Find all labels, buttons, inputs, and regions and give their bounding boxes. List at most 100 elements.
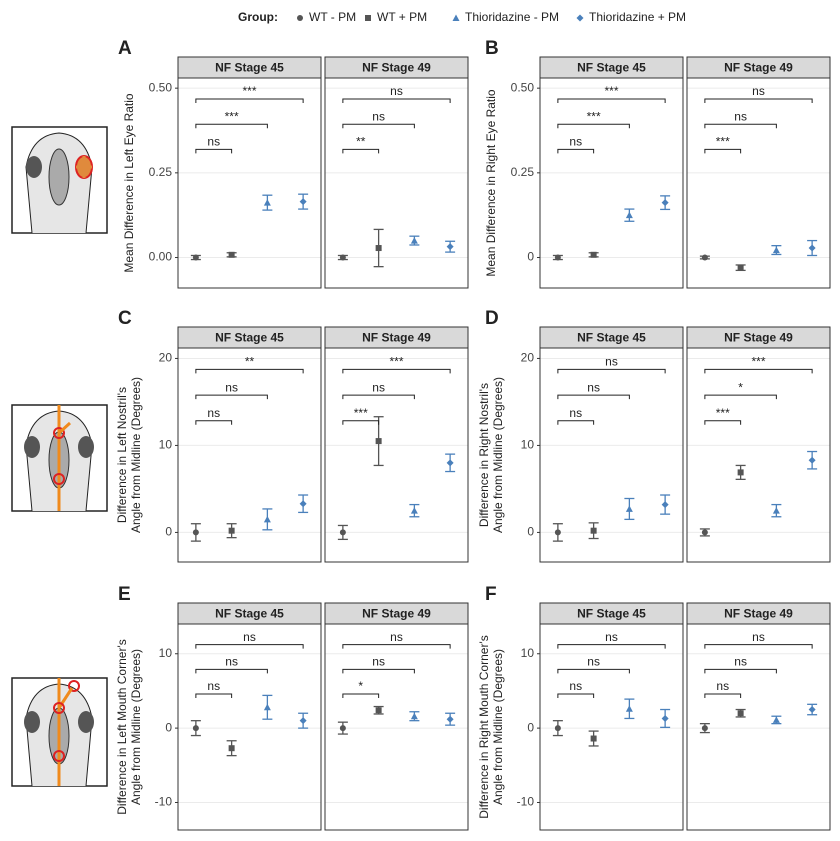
facet-title: NF Stage 49	[362, 331, 431, 345]
facet-frame	[686, 623, 831, 831]
significance-label: ns	[734, 109, 747, 123]
significance-label: ***	[751, 355, 765, 369]
mean-point	[590, 527, 597, 534]
significance-bracket	[195, 644, 304, 649]
icon-eye	[11, 126, 108, 234]
significance-label: ns	[372, 654, 385, 668]
panel-letter: F	[485, 584, 497, 605]
mean-point	[772, 716, 780, 723]
y-axis-label-line: Angle from Midline (Degrees)	[491, 377, 505, 533]
significance-label: ns	[390, 630, 403, 644]
significance-bracket	[704, 98, 813, 103]
mean-point	[228, 745, 235, 752]
significance-label: ***	[716, 135, 730, 149]
mean-point	[661, 199, 669, 207]
mean-point	[808, 244, 816, 252]
mean-point	[808, 456, 816, 464]
mean-point	[228, 251, 235, 258]
mean-point	[737, 710, 744, 717]
significance-bracket	[557, 394, 630, 400]
significance-bracket	[342, 668, 415, 674]
icon-mouth	[11, 677, 108, 787]
y-axis-label: Difference in Right Mouth Corner'sAngle …	[477, 635, 505, 819]
significance-label: ns	[605, 630, 618, 644]
facet-frame	[539, 347, 684, 563]
mean-point	[339, 529, 346, 536]
y-tick-label: 0	[527, 720, 534, 734]
y-tick-label: 0.00	[149, 250, 173, 264]
significance-label: ns	[372, 109, 385, 123]
significance-bracket	[342, 394, 415, 400]
significance-label: ns	[734, 654, 747, 668]
significance-bracket	[704, 123, 777, 129]
y-tick-label: 0.50	[511, 80, 535, 94]
significance-bracket	[557, 123, 630, 129]
y-tick-label: 0	[527, 250, 534, 264]
mean-point	[297, 15, 303, 21]
significance-bracket	[704, 368, 813, 374]
mean-point	[701, 254, 708, 261]
mean-point	[737, 264, 744, 271]
significance-label: ns	[587, 380, 600, 394]
y-tick-label: 10	[159, 438, 173, 452]
significance-bracket	[557, 98, 666, 103]
significance-label: ns	[207, 406, 220, 420]
mean-point	[625, 211, 633, 219]
facet-title: NF Stage 49	[362, 61, 431, 75]
significance-label: ns	[569, 406, 582, 420]
y-tick-label: 0	[527, 525, 534, 539]
mean-point	[375, 707, 382, 714]
mean-point	[576, 14, 584, 22]
significance-bracket	[704, 420, 742, 425]
mean-point	[410, 712, 418, 720]
significance-bracket	[342, 644, 451, 649]
mean-point	[446, 243, 454, 251]
significance-bracket	[557, 368, 666, 374]
significance-label: *	[358, 679, 363, 693]
significance-label: ns	[243, 630, 256, 644]
significance-bracket	[557, 693, 595, 699]
mean-point	[375, 438, 382, 445]
y-tick-label: -10	[155, 795, 173, 809]
significance-bracket	[195, 148, 233, 154]
mean-point	[554, 725, 561, 732]
mean-point	[452, 14, 460, 21]
mean-point	[661, 501, 669, 509]
mean-point	[263, 703, 271, 711]
y-tick-label: 0	[165, 720, 172, 734]
significance-label: ***	[604, 84, 618, 98]
mean-point	[446, 715, 454, 723]
facet-frame	[324, 623, 469, 831]
significance-bracket	[557, 644, 666, 649]
y-tick-label: -10	[517, 795, 535, 809]
mean-point	[339, 725, 346, 732]
mean-point	[772, 246, 780, 254]
mean-point	[808, 706, 816, 714]
mean-point	[299, 717, 307, 725]
legend-label: Thioridazine + PM	[589, 10, 686, 24]
significance-bracket	[342, 693, 380, 699]
significance-bracket	[195, 394, 268, 400]
mean-point	[192, 725, 199, 732]
mean-point	[554, 529, 561, 536]
mean-point	[410, 507, 418, 514]
significance-bracket	[342, 420, 380, 425]
significance-label: ns	[390, 84, 403, 98]
facet-title: NF Stage 49	[362, 607, 431, 621]
significance-label: ns	[752, 84, 765, 98]
significance-label: *	[738, 380, 743, 394]
mean-point	[299, 500, 307, 508]
significance-label: ***	[587, 109, 601, 123]
significance-bracket	[557, 668, 630, 674]
facet-frame	[686, 347, 831, 563]
facet-frame	[686, 77, 831, 289]
legend-label: WT - PM	[309, 10, 356, 24]
mean-point	[192, 529, 199, 536]
significance-label: ns	[716, 679, 729, 693]
mean-point	[625, 505, 633, 512]
significance-label: ns	[207, 135, 220, 149]
significance-label: ns	[605, 355, 618, 369]
facet-title: NF Stage 45	[215, 607, 284, 621]
mean-point	[410, 237, 418, 244]
